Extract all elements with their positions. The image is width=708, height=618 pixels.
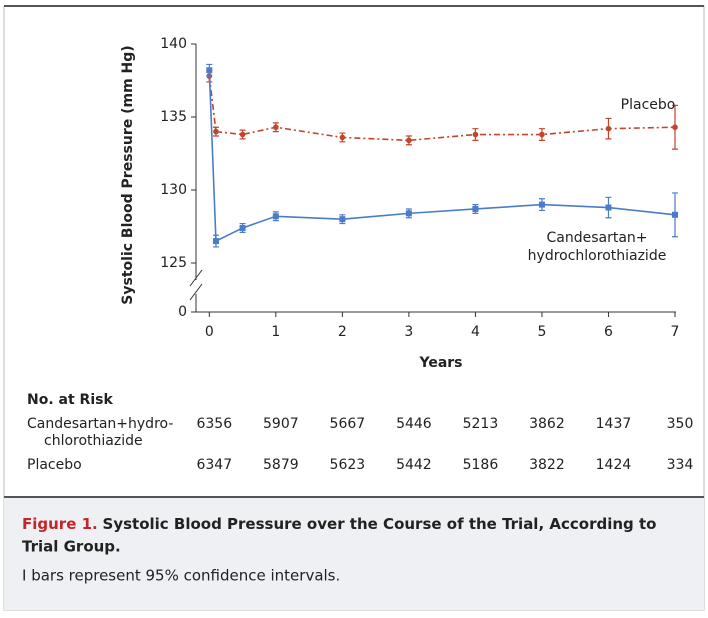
risk-row-label: chlorothiazide [44,433,143,449]
marker [239,224,246,231]
risk-value: 5667 [330,416,366,432]
marker [672,124,678,131]
risk-value: 6356 [196,416,232,432]
marker [472,205,479,212]
risk-value: 6347 [196,457,232,473]
y-tick-label: 130 [160,182,187,198]
y-tick-label: 140 [160,36,187,52]
marker [272,213,279,220]
marker [206,67,213,74]
risk-value: 5879 [263,457,299,473]
marker [213,128,219,135]
risk-value: 5907 [263,416,299,432]
x-tick-label: 2 [338,324,347,340]
series-label: Candesartan+ [546,230,647,246]
risk-value: 5213 [463,416,499,432]
risk-value: 3862 [529,416,565,432]
y-tick-label: 0 [178,304,187,320]
series-label: Placebo [621,97,676,113]
x-tick-label: 7 [671,324,680,340]
risk-value: 1437 [596,416,632,432]
axis-break [189,269,203,287]
x-axis-label: Years [418,355,462,371]
x-tick-label: 4 [471,324,480,340]
x-tick-label: 5 [537,324,546,340]
caption-note: I bars represent 95% confidence interval… [22,567,340,585]
x-tick-label: 3 [404,324,413,340]
marker [406,137,412,144]
marker [539,131,545,138]
risk-value: 1424 [596,457,632,473]
risk-value: 5446 [396,416,432,432]
x-tick-label: 6 [604,324,613,340]
x-tick-label: 0 [205,324,214,340]
marker [339,216,346,223]
marker [605,125,612,132]
risk-value: 5442 [396,457,432,473]
risk-row-label: Placebo [27,457,82,473]
series-label: hydrochlorothiazide [528,248,667,264]
caption-box [4,497,704,610]
axis-break [189,283,203,301]
risk-value: 334 [667,457,694,473]
marker [239,131,246,138]
risk-value: 5186 [463,457,499,473]
marker [212,238,219,245]
marker [405,210,412,217]
caption-title-text: Systolic Blood Pressure over the Course … [103,515,657,533]
risk-value: 350 [667,416,694,432]
marker [605,204,612,211]
marker [672,211,678,218]
y-axis-label: Systolic Blood Pressure (mm Hg) [120,45,136,304]
figure-number: Figure 1. [22,515,98,533]
marker [472,131,479,138]
risk-row-label: Candesartan+hydro- [27,416,173,432]
x-tick-label: 1 [271,324,280,340]
marker [339,134,346,141]
risk-title: No. at Risk [27,392,113,408]
series-line [208,70,676,243]
y-tick-label: 125 [160,255,187,271]
risk-value: 5623 [330,457,366,473]
risk-value: 3822 [529,457,565,473]
y-tick-label: 135 [160,109,187,125]
caption-title-cont: Trial Group. [22,538,121,556]
marker [538,201,545,208]
marker [273,124,279,131]
caption-title: Figure 1. Systolic Blood Pressure over t… [22,515,656,533]
